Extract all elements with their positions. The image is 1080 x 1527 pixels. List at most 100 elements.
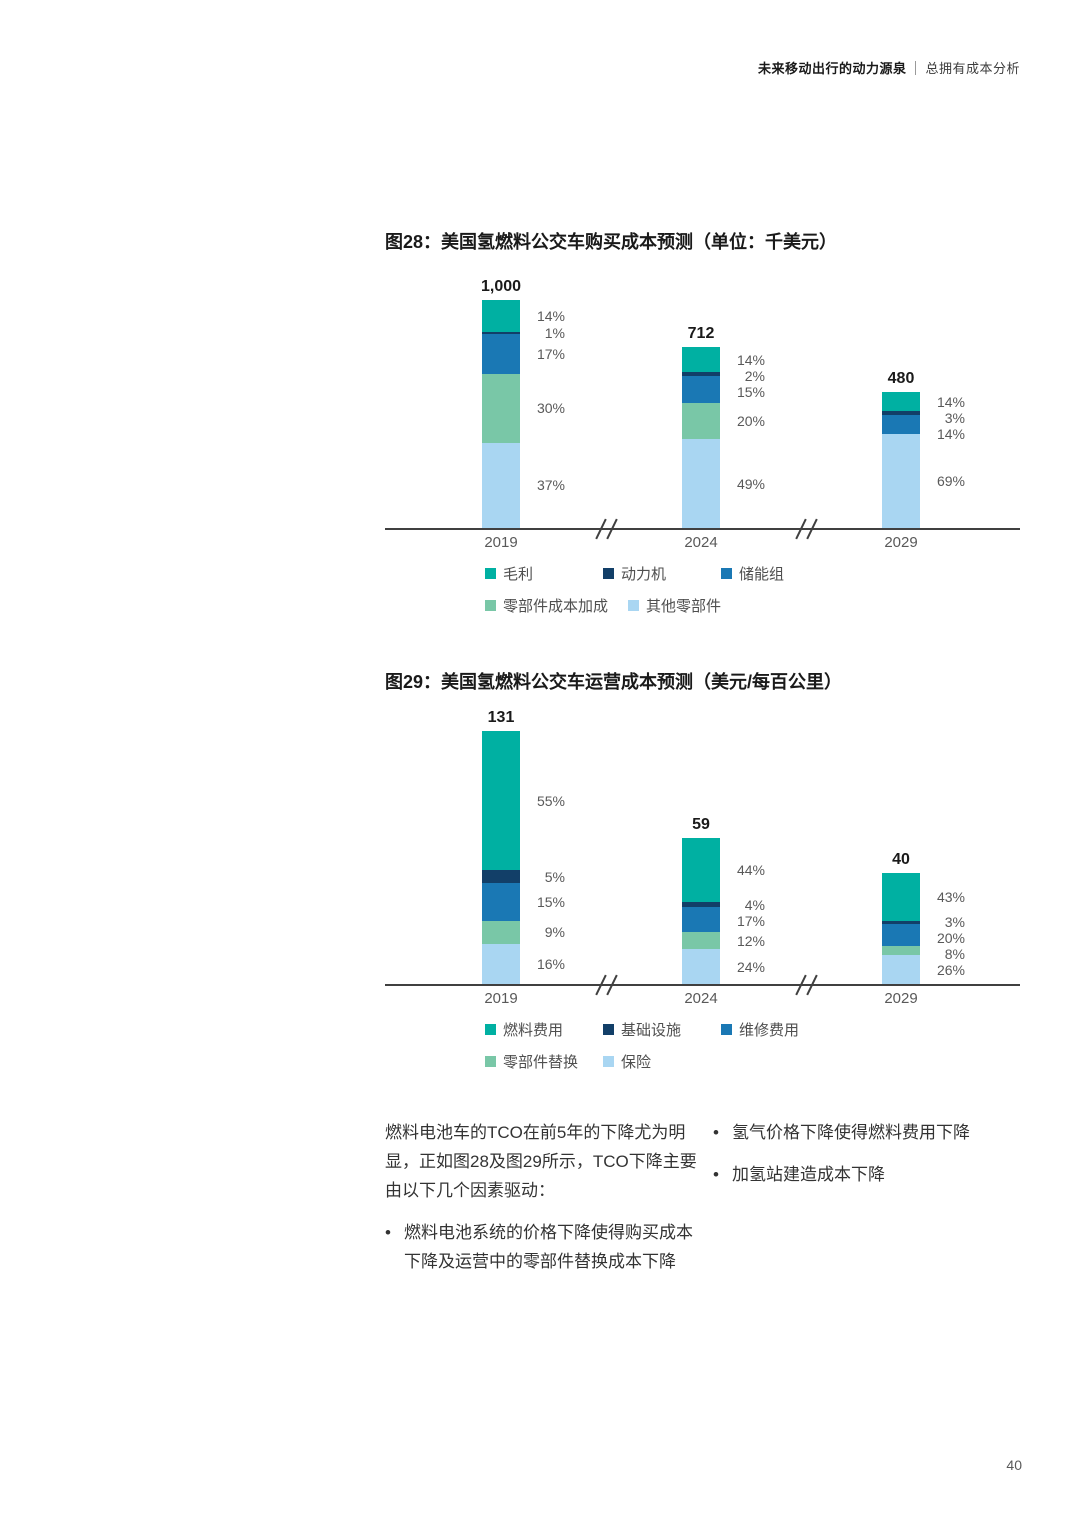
figure-28-plot: 1,000 14% 1% 17% 30% 37% 2019 712 14% 2% 15% 20% 49%… <box>385 268 1020 551</box>
bar-segment-零部件成本加成 <box>682 402 720 440</box>
segment-percent-label: 17% <box>736 912 765 929</box>
segment-percent-label: 20% <box>936 930 965 947</box>
segment-percent-label: 26% <box>936 962 965 979</box>
segment-percent-label: 43% <box>936 888 965 905</box>
segment-percent-label: 14% <box>936 425 965 442</box>
bullet-text: 氢气价格下降使得燃料费用下降 <box>732 1123 970 1142</box>
axis-category-label: 2029 <box>884 534 918 551</box>
legend-label: 维修费用 <box>739 1022 800 1039</box>
bar-segment-零部件替换 <box>682 931 720 950</box>
legend-item-动力机: 动力机 <box>603 563 701 584</box>
legend-item-其他零部件: 其他零部件 <box>628 595 726 616</box>
header-divider <box>915 60 917 75</box>
bar-2019 <box>482 731 520 984</box>
segment-percent-label: 17% <box>536 346 565 363</box>
bar-segment-保险 <box>482 943 520 984</box>
legend-item-保险: 保险 <box>603 1051 701 1072</box>
legend-item-基础设施: 基础设施 <box>603 1019 701 1040</box>
intro-paragraph: 燃料电池车的TCO在前5年的下降尤为明显，正如图28及图29所示，TCO下降主要… <box>385 1123 697 1200</box>
segment-percent-label: 14% <box>736 351 765 368</box>
total-label: 1,000 <box>480 278 522 295</box>
bar-segment-零部件替换 <box>482 920 520 944</box>
segment-percent-label: 55% <box>536 792 565 809</box>
legend-label: 动力机 <box>621 566 667 583</box>
legend-swatch <box>603 1024 614 1035</box>
legend-label: 燃料费用 <box>503 1022 564 1039</box>
segment-percent-label: 4% <box>744 896 765 913</box>
bar-segment-动力机 <box>482 332 520 335</box>
bar-segment-储能组 <box>882 415 920 435</box>
legend-label: 基础设施 <box>621 1022 682 1039</box>
segment-percent-label: 24% <box>736 958 765 975</box>
axis-category-label: 2024 <box>684 534 718 551</box>
bullet-marker: • <box>713 1165 719 1184</box>
figure-29-title: 图29：美国氢燃料公交车运营成本预测（美元/每百公里） <box>385 672 843 692</box>
bullet-item: • 加氢站建造成本下降 <box>713 1160 1030 1189</box>
bar-segment-保险 <box>682 949 720 984</box>
segment-percent-label: 44% <box>736 861 765 878</box>
axis-break-icon <box>595 974 607 996</box>
axis-category-label: 2024 <box>684 990 718 1007</box>
figure-29-plot: 131 55% 5% 15% 9% 16% 2019 59 44% 4% 17% 12% 24% 2024… <box>385 699 1020 1007</box>
legend-label: 零部件成本加成 <box>503 598 609 615</box>
axis-break-icon <box>806 974 818 996</box>
page-number: 40 <box>1006 1457 1022 1473</box>
total-label: 131 <box>487 709 515 726</box>
bar-segment-保险 <box>882 955 920 984</box>
legend-row: 零部件成本加成 其他零部件 <box>485 595 1025 616</box>
right-bullet-list: • 氢气价格下降使得燃料费用下降 • 加氢站建造成本下降 <box>713 1118 1030 1189</box>
segment-percent-label: 69% <box>936 473 965 490</box>
bar-segment-储能组 <box>482 334 520 374</box>
body-left-column: 燃料电池车的TCO在前5年的下降尤为明显，正如图28及图29所示，TCO下降主要… <box>385 1118 713 1289</box>
bar-segment-储能组 <box>682 375 720 403</box>
legend-item-储能组: 储能组 <box>721 563 819 584</box>
legend-row: 毛利 动力机 储能组 <box>485 563 1025 584</box>
figure-28-title: 图28：美国氢燃料公交车购买成本预测（单位：千美元） <box>385 232 838 252</box>
bar-segment-燃料费用 <box>482 731 520 871</box>
bar-segment-其他零部件 <box>682 439 720 528</box>
segment-percent-label: 14% <box>536 308 565 325</box>
legend-label: 保险 <box>621 1054 652 1071</box>
bar-segment-燃料费用 <box>682 838 720 902</box>
bar-segment-维修费用 <box>882 923 920 947</box>
segment-percent-label: 49% <box>736 475 765 492</box>
legend-swatch <box>603 568 614 579</box>
bar-2029 <box>882 873 920 984</box>
bar-segment-零部件替换 <box>882 946 920 956</box>
bar-segment-燃料费用 <box>882 873 920 921</box>
segment-percent-label: 14% <box>936 393 965 410</box>
bar-segment-零部件成本加成 <box>482 373 520 443</box>
bar-2024 <box>682 838 720 984</box>
segment-percent-label: 3% <box>944 409 965 426</box>
bar-segment-基础设施 <box>882 920 920 924</box>
bullet-item: • 氢气价格下降使得燃料费用下降 <box>713 1118 1030 1147</box>
legend-swatch <box>721 568 732 579</box>
segment-percent-label: 15% <box>536 893 565 910</box>
segment-percent-label: 16% <box>536 955 565 972</box>
segment-percent-label: 15% <box>736 383 765 400</box>
axis-category-label: 2019 <box>484 534 518 551</box>
report-title: 未来移动出行的动力源泉 <box>757 61 907 76</box>
legend-label: 储能组 <box>739 566 785 583</box>
legend-swatch <box>628 600 640 611</box>
legend-swatch <box>721 1024 732 1035</box>
bar-segment-其他零部件 <box>482 442 520 528</box>
segment-percent-label: 1% <box>544 325 565 342</box>
bar-2024 <box>682 347 720 528</box>
segment-percent-label: 37% <box>536 477 565 494</box>
bar-2019 <box>482 300 520 528</box>
bar-segment-维修费用 <box>482 882 520 921</box>
page-header: 未来移动出行的动力源泉 总拥有成本分析 <box>758 58 1020 77</box>
figure-28: 图28：美国氢燃料公交车购买成本预测（单位：千美元） 1,000 14% 1% 17%… <box>385 228 1025 627</box>
bar-segment-其他零部件 <box>882 434 920 528</box>
axis-break-icon <box>595 518 607 540</box>
bar-segment-毛利 <box>682 347 720 373</box>
legend-swatch <box>485 1056 496 1067</box>
bar-segment-维修费用 <box>682 907 720 932</box>
bullet-text: 燃料电池系统的价格下降使得购买成本下降及运营中的零部件替换成本下降 <box>404 1223 693 1271</box>
left-bullet-list: • 燃料电池系统的价格下降使得购买成本下降及运营中的零部件替换成本下降 <box>385 1218 698 1276</box>
legend-label: 零部件替换 <box>503 1054 579 1071</box>
legend-swatch <box>485 568 496 579</box>
bar-segment-毛利 <box>882 392 920 411</box>
